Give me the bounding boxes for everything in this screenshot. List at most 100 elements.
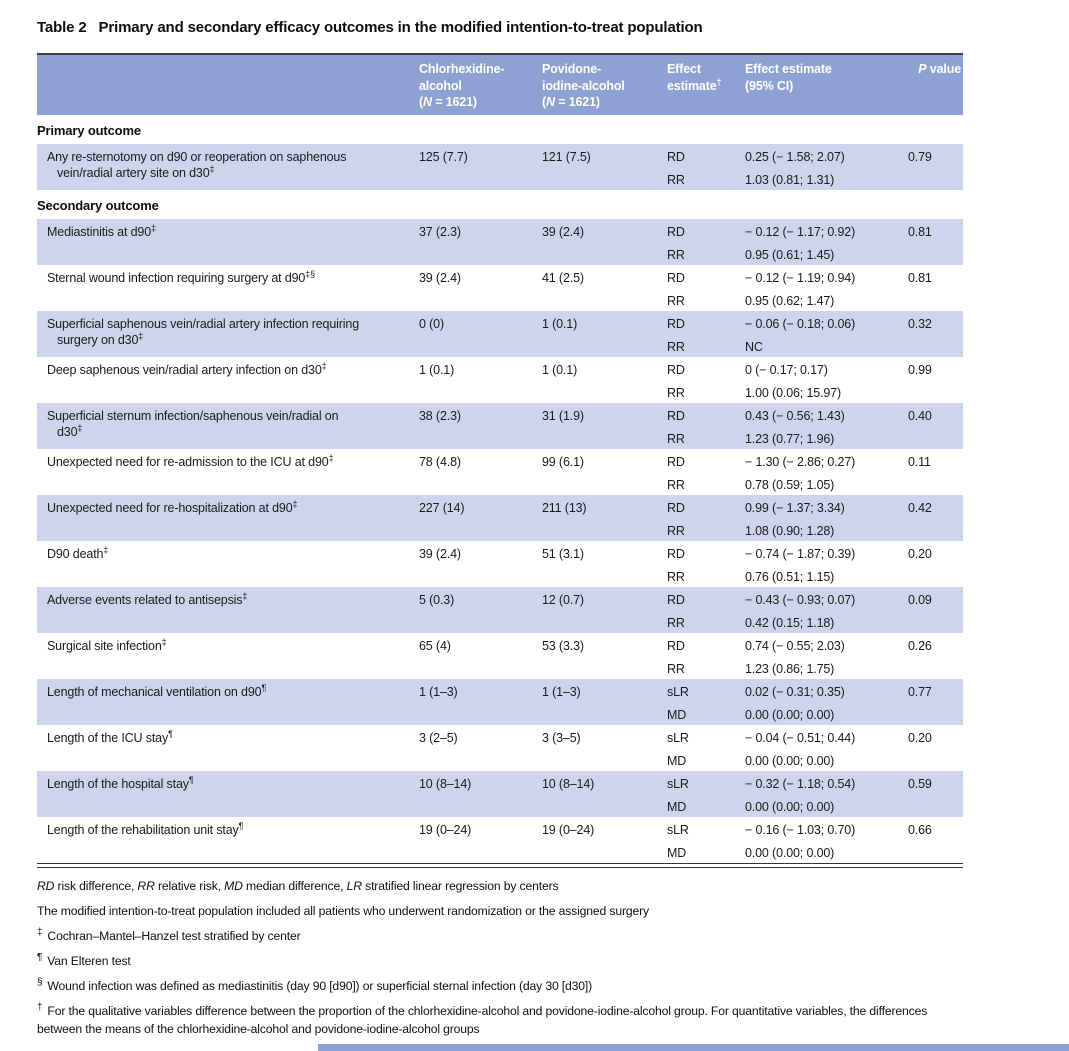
chlorhexidine-value: 125 (7.7) [419, 150, 468, 164]
table-row: Surgical site infection‡ 65 (4) 53 (3.3) RD… [37, 633, 963, 679]
footnote: RD risk difference, RR relative risk, MD… [37, 879, 559, 893]
outcome-label: Surgical site infection‡ [47, 636, 167, 653]
p-value: 0.77 [908, 685, 932, 699]
table-title-text: Primary and secondary efficacy outcomes … [98, 19, 703, 36]
effect-estimate-values: − 0.12 (− 1.17; 0.92) 0.95 (0.61; 1.45) [745, 225, 856, 262]
chlorhexidine-value: 10 (8–14) [419, 777, 472, 791]
footnote: † For the qualitative variables differenc… [37, 1001, 928, 1036]
p-value: 0.81 [908, 225, 932, 239]
p-value: 0.66 [908, 823, 932, 837]
table-row: Length of the rehabilitation unit stay¶ 1… [37, 817, 963, 863]
table-row: Unexpected need for re-hospitalization a… [37, 495, 963, 541]
effect-estimate-types: sLR MD [667, 777, 689, 814]
footnote-marker: ¶ [37, 951, 43, 963]
povidone-value: 51 (3.1) [542, 547, 584, 561]
p-value: 0.59 [908, 777, 932, 791]
effect-estimate-values: − 0.74 (− 1.87; 0.39) 0.76 (0.51; 1.15) [745, 547, 856, 584]
header-outcome [37, 61, 419, 115]
p-value: 0.20 [908, 547, 932, 561]
outcome-label: Superficial saphenous vein/radial artery… [47, 317, 360, 347]
footnote-marker: † [37, 1001, 43, 1013]
povidone-value: 211 (13) [542, 501, 587, 515]
effect-estimate-values: 0.25 (− 1.58; 2.07) 1.03 (0.81; 1.31) [745, 150, 845, 187]
footnote: ¶ Van Elteren test [37, 951, 131, 968]
effect-estimate-values: − 0.43 (− 0.93; 0.07) 0.42 (0.15; 1.18) [745, 593, 856, 630]
footnote: ‡ Cochran–Mantel–Hanzel test stratified b… [37, 926, 301, 943]
table-row: Length of mechanical ventilation on d90¶… [37, 679, 963, 725]
table-2-block: Table 2 Primary and secondary efficacy ou… [37, 0, 963, 1045]
footnotes: RD risk difference, RR relative risk, MD… [37, 877, 963, 1038]
chlorhexidine-value: 5 (0.3) [419, 593, 455, 607]
povidone-value: 31 (1.9) [542, 409, 584, 423]
table-bottom-rule [37, 863, 963, 868]
effect-estimate-types: RD RR [667, 455, 685, 492]
effect-estimate-values: − 0.32 (− 1.18; 0.54) 0.00 (0.00; 0.00) [745, 777, 856, 814]
p-value: 0.09 [908, 593, 932, 607]
table-row: Length of the hospital stay¶ 10 (8–14) 10 … [37, 771, 963, 817]
table-row: Adverse events related to antisepsis‡ 5 (… [37, 587, 963, 633]
p-value: 0.81 [908, 271, 932, 285]
effect-estimate-types: RD RR [667, 225, 685, 262]
effect-estimate-values: − 0.04 (− 0.51; 0.44) 0.00 (0.00; 0.00) [745, 731, 856, 768]
chlorhexidine-value: 78 (4.8) [419, 455, 461, 469]
outcome-label: Length of the ICU stay¶ [47, 728, 173, 745]
table-row: Superficial sternum infection/saphenous … [37, 403, 963, 449]
footnote: § Wound infection was defined as mediasti… [37, 976, 593, 993]
effect-estimate-types: RD RR [667, 271, 685, 308]
chlorhexidine-value: 65 (4) [419, 639, 451, 653]
effect-estimate-values: − 0.12 (− 1.19; 0.94) 0.95 (0.62; 1.47) [745, 271, 856, 308]
table-row: Deep saphenous vein/radial artery infect… [37, 357, 963, 403]
povidone-value: 19 (0–24) [542, 823, 595, 837]
footnote-marker: § [37, 976, 43, 988]
chlorhexidine-value: 1 (0.1) [419, 363, 455, 377]
outcome-label: Sternal wound infection requiring surger… [47, 268, 315, 285]
outcome-label: Unexpected need for re-admission to the … [47, 452, 334, 469]
outcome-label: D90 death‡ [47, 544, 109, 561]
povidone-value: 1 (0.1) [542, 363, 578, 377]
table-row: Length of the ICU stay¶ 3 (2–5) 3 (3–5) sLR… [37, 725, 963, 771]
footnote: The modified intention-to-treat populati… [37, 904, 649, 918]
p-value: 0.79 [908, 150, 932, 164]
header-effect-estimate: Effect estimate† [667, 62, 722, 93]
header-effect-estimate-ci: Effect estimate (95% CI) [745, 62, 832, 93]
chlorhexidine-value: 227 (14) [419, 501, 465, 515]
chlorhexidine-value: 37 (2.3) [419, 225, 461, 239]
effect-estimate-types: RD RR [667, 409, 685, 446]
effect-estimate-values: − 0.06 (− 0.18; 0.06) NC [745, 317, 856, 354]
effect-estimate-values: 0.99 (− 1.37; 3.34) 1.08 (0.90; 1.28) [745, 501, 845, 538]
chlorhexidine-value: 38 (2.3) [419, 409, 461, 423]
table-caption: Table 2 Primary and secondary efficacy ou… [37, 19, 963, 36]
cropped-next-table-header-strip [318, 1044, 1069, 1051]
header-p-value: P value [918, 62, 961, 76]
effect-estimate-types: RD RR [667, 501, 685, 538]
table-body: Primary outcome Any re-sternotomy on d90 … [37, 115, 963, 863]
p-value: 0.99 [908, 363, 932, 377]
povidone-value: 53 (3.3) [542, 639, 584, 653]
povidone-value: 1 (1–3) [542, 685, 581, 699]
p-value: 0.32 [908, 317, 932, 331]
table-row: Superficial saphenous vein/radial artery… [37, 311, 963, 357]
header-chlorhexidine-alcohol: Chlorhexidine-alcohol (N = 1621) [419, 62, 505, 109]
chlorhexidine-value: 39 (2.4) [419, 271, 461, 285]
chlorhexidine-value: 0 (0) [419, 317, 444, 331]
outcome-label: Deep saphenous vein/radial artery infect… [47, 360, 327, 377]
p-value: 0.42 [908, 501, 932, 515]
table-row: Sternal wound infection requiring surger… [37, 265, 963, 311]
table-row: Unexpected need for re-admission to the … [37, 449, 963, 495]
outcome-label: Length of the rehabilitation unit stay¶ [47, 820, 244, 837]
effect-estimate-types: RD RR [667, 317, 685, 354]
outcomes-table: Chlorhexidine-alcohol (N = 1621) Povidone… [37, 53, 963, 868]
effect-estimate-values: 0 (− 0.17; 0.17) 1.00 (0.06; 15.97) [745, 363, 841, 400]
outcome-label: Unexpected need for re-hospitalization a… [47, 498, 298, 515]
table-row: D90 death‡ 39 (2.4) 51 (3.1) RD RR − 0.74 (− … [37, 541, 963, 587]
chlorhexidine-value: 1 (1–3) [419, 685, 458, 699]
povidone-value: 3 (3–5) [542, 731, 581, 745]
povidone-value: 10 (8–14) [542, 777, 595, 791]
effect-estimate-types: RD RR [667, 363, 685, 400]
effect-estimate-types: RD RR [667, 547, 685, 584]
chlorhexidine-value: 3 (2–5) [419, 731, 458, 745]
povidone-value: 12 (0.7) [542, 593, 584, 607]
effect-estimate-types: sLR MD [667, 685, 689, 722]
p-value: 0.26 [908, 639, 932, 653]
